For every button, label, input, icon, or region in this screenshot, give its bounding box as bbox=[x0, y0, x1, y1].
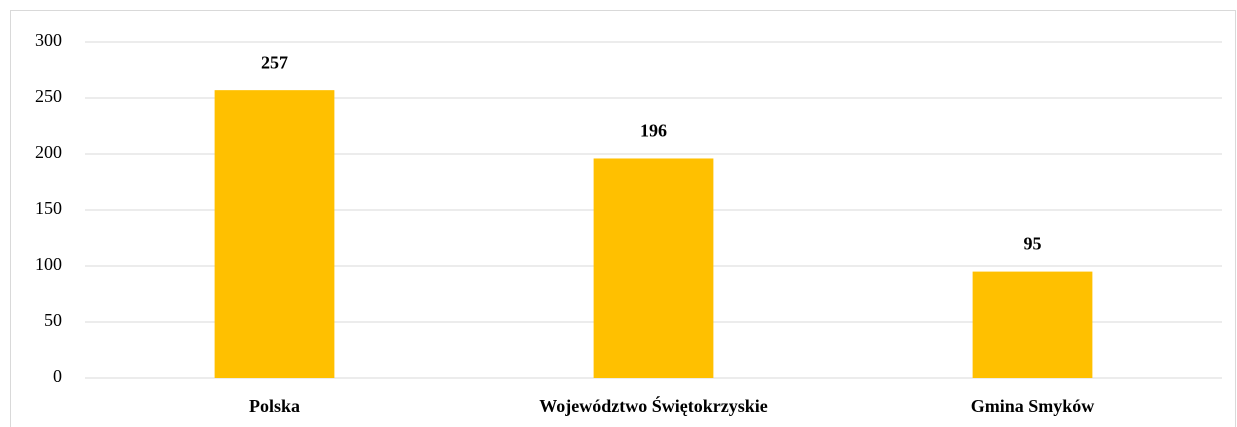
y-tick-label: 0 bbox=[53, 366, 62, 386]
y-tick-label: 150 bbox=[35, 198, 62, 218]
y-tick-label: 250 bbox=[35, 86, 62, 106]
bar bbox=[972, 271, 1093, 378]
x-tick-label: Gmina Smyków bbox=[971, 396, 1095, 416]
y-tick-label: 200 bbox=[35, 142, 62, 162]
data-label: 95 bbox=[1024, 234, 1042, 254]
data-label: 196 bbox=[640, 121, 667, 141]
bar bbox=[214, 90, 335, 378]
y-tick-label: 50 bbox=[44, 310, 62, 330]
x-tick-label: Województwo Świętokrzyskie bbox=[539, 395, 767, 416]
chart-border bbox=[10, 10, 1236, 427]
x-tick-label: Polska bbox=[249, 396, 300, 416]
y-tick-label: 100 bbox=[35, 254, 62, 274]
data-label: 257 bbox=[261, 52, 288, 72]
bar bbox=[593, 158, 714, 378]
y-tick-label: 300 bbox=[35, 30, 62, 50]
